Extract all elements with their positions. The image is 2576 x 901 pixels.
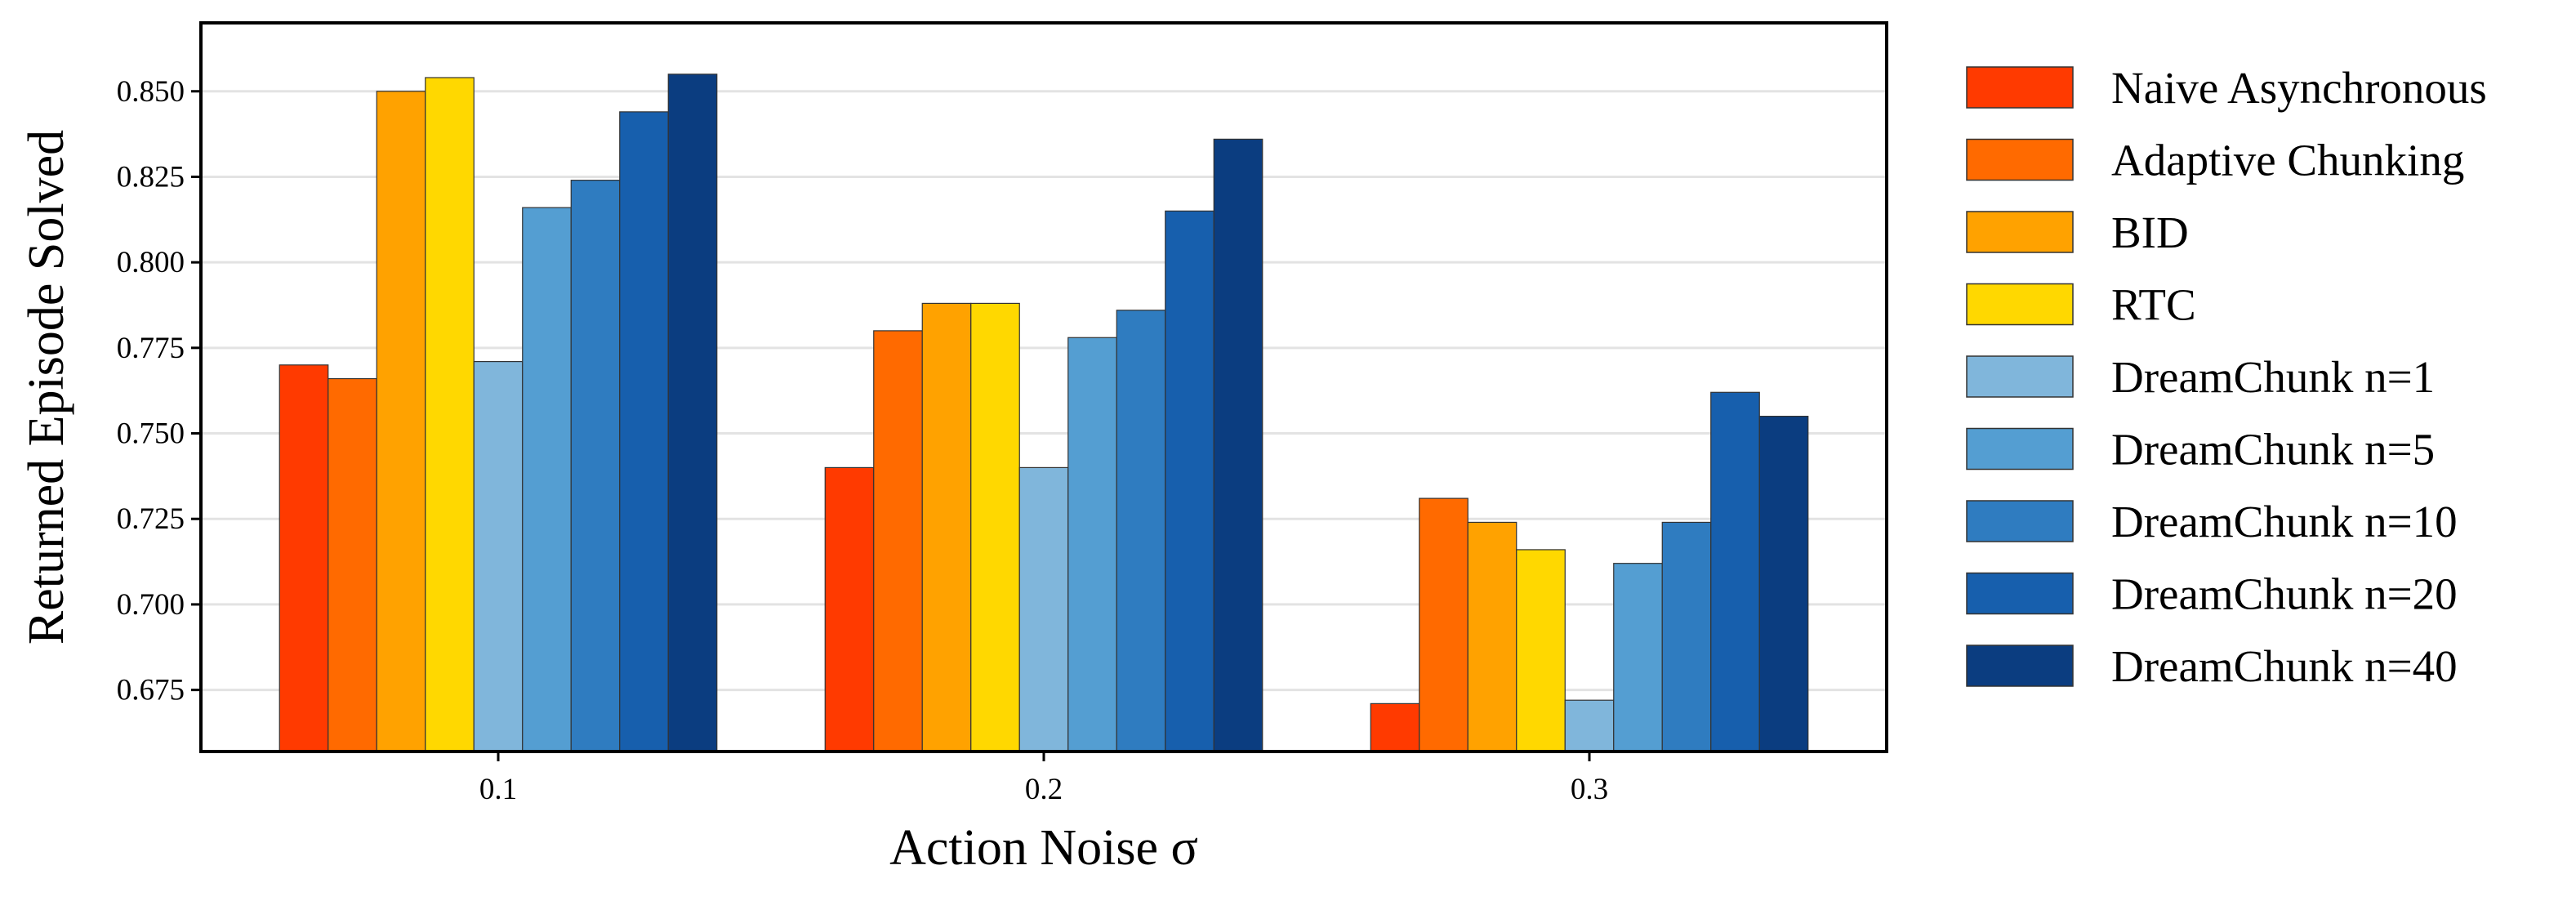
x-tick-label: 0.1 bbox=[479, 773, 517, 806]
y-tick-label: 0.750 bbox=[117, 417, 185, 451]
bar bbox=[873, 330, 923, 752]
legend-label: BID bbox=[2111, 207, 2189, 257]
legend-swatch bbox=[1966, 572, 2074, 615]
y-axis-ticks: 0.675 0.700 0.725 0.750 0.775 0.800 0.825 0.850 bbox=[117, 75, 201, 707]
x-tick-label: 0.2 bbox=[1025, 773, 1063, 806]
bar bbox=[279, 364, 329, 752]
bar bbox=[473, 360, 524, 752]
bar bbox=[522, 207, 572, 752]
legend-swatch bbox=[1966, 138, 2074, 181]
y-tick-label: 0.800 bbox=[117, 246, 185, 279]
bar bbox=[1165, 210, 1214, 752]
bar bbox=[619, 111, 669, 752]
legend-label: DreamChunk n=40 bbox=[2111, 641, 2458, 691]
legend: Naive Asynchronous Adaptive Chunking BID RT… bbox=[1966, 63, 2487, 691]
legend-swatch bbox=[1966, 645, 2074, 687]
legend-swatch bbox=[1966, 427, 2074, 471]
bar bbox=[667, 74, 718, 752]
bars bbox=[279, 74, 1809, 752]
y-axis-label: Returned Episode Solved bbox=[19, 130, 74, 645]
bar bbox=[1516, 549, 1566, 752]
bar bbox=[1613, 563, 1663, 752]
y-tick-label: 0.725 bbox=[117, 502, 185, 536]
bar bbox=[1661, 521, 1712, 752]
legend-label: RTC bbox=[2111, 280, 2196, 330]
legend-swatch bbox=[1966, 355, 2074, 398]
legend-swatch bbox=[1966, 500, 2074, 542]
y-tick-label: 0.775 bbox=[117, 332, 185, 365]
bar bbox=[970, 302, 1020, 752]
bar bbox=[1467, 521, 1518, 752]
bar bbox=[1213, 138, 1263, 752]
legend-label: DreamChunk n=5 bbox=[2111, 425, 2435, 475]
bar bbox=[376, 91, 426, 752]
bar bbox=[1067, 337, 1117, 752]
y-tick-label: 0.825 bbox=[117, 160, 185, 194]
legend-label: Naive Asynchronous bbox=[2111, 63, 2487, 113]
legend-label: Adaptive Chunking bbox=[2111, 136, 2464, 185]
y-tick-label: 0.675 bbox=[117, 674, 185, 707]
bar bbox=[328, 377, 377, 752]
bar bbox=[824, 466, 875, 752]
bar bbox=[1758, 415, 1809, 752]
y-tick-label: 0.700 bbox=[117, 588, 185, 622]
bar bbox=[425, 77, 475, 752]
bar bbox=[1564, 699, 1615, 752]
legend-label: DreamChunk n=20 bbox=[2111, 569, 2458, 619]
legend-swatch bbox=[1966, 283, 2074, 326]
bar bbox=[570, 180, 621, 752]
x-axis-label: Action Noise σ bbox=[889, 820, 1198, 876]
x-tick-label: 0.3 bbox=[1571, 773, 1608, 806]
bar bbox=[1116, 310, 1166, 752]
x-axis-ticks: 0.1 0.2 0.3 bbox=[479, 752, 1608, 806]
legend-label: DreamChunk n=10 bbox=[2111, 497, 2458, 546]
legend-label: DreamChunk n=1 bbox=[2111, 352, 2435, 402]
bar bbox=[1018, 466, 1069, 752]
bar bbox=[921, 302, 972, 752]
legend-swatch bbox=[1966, 211, 2074, 253]
bar bbox=[1419, 497, 1468, 752]
legend-swatch bbox=[1966, 66, 2074, 109]
bar bbox=[1370, 703, 1420, 752]
bar bbox=[1710, 391, 1760, 752]
y-tick-label: 0.850 bbox=[117, 75, 185, 109]
